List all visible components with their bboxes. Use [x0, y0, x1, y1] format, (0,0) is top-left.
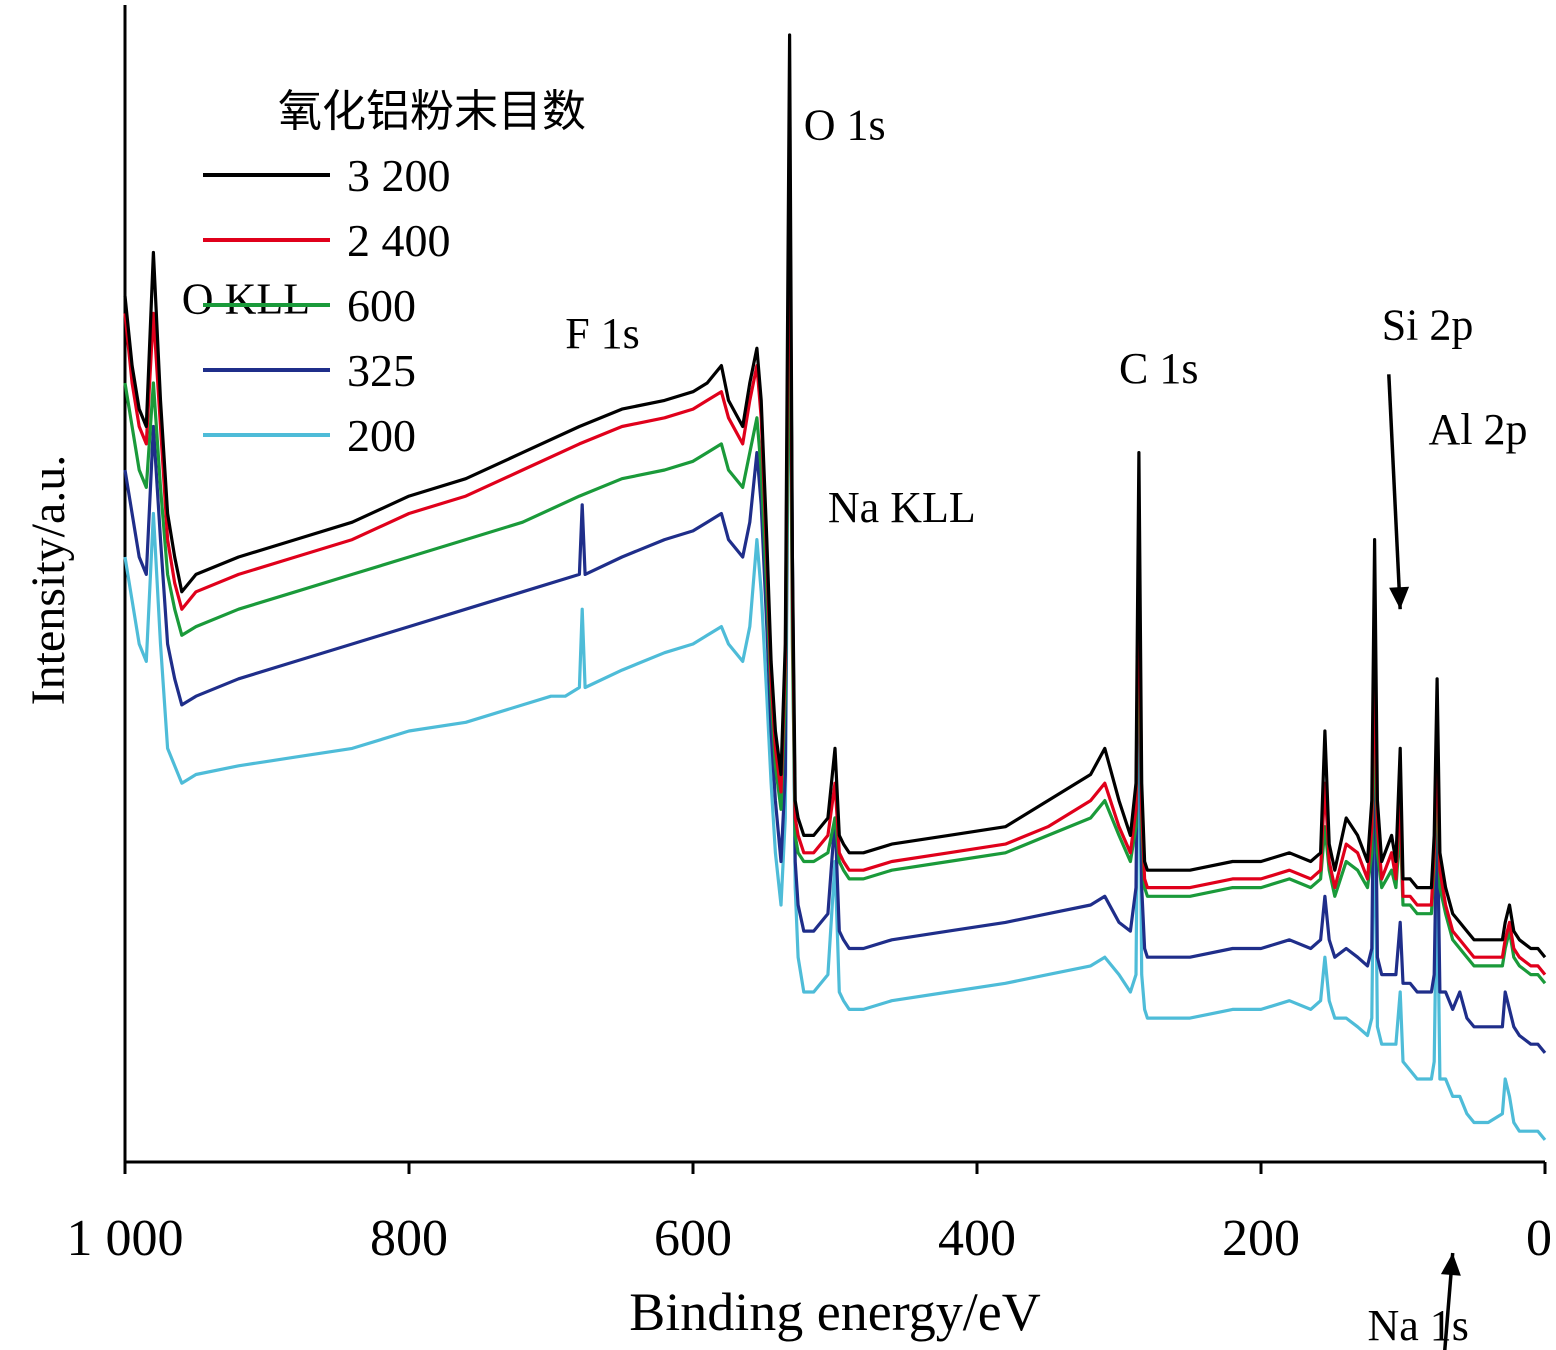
chart-axes: 1 000 800 600 400 200 0 — [67, 5, 1552, 1267]
x-tick-label: 800 — [370, 1210, 448, 1267]
legend-label: 325 — [347, 345, 416, 396]
series-layer — [123, 33, 1547, 1141]
series-line-325 — [123, 163, 1547, 1054]
legend-label: 2 400 — [347, 215, 451, 266]
annotation-layer: O 1s O KLL F 1s Na KLL C 1s Si 2p Al 2p Na 1s — [182, 100, 1528, 1350]
x-tick-label: 400 — [938, 1210, 1016, 1267]
series-line-3200 — [123, 33, 1547, 959]
peak-label: C 1s — [1119, 344, 1198, 393]
x-tick-label: 200 — [1222, 1210, 1300, 1267]
peak-label: Na KLL — [828, 483, 976, 532]
peak-label: O KLL — [182, 274, 310, 323]
peak-label: O 1s — [804, 100, 886, 149]
arrow-head — [1389, 586, 1410, 610]
x-tick-label: 1 000 — [67, 1210, 184, 1267]
series-line-200 — [123, 207, 1547, 1141]
legend-label: 3 200 — [347, 150, 451, 201]
peak-label: Na 1s — [1368, 1301, 1469, 1350]
x-tick-label: 0 — [1526, 1210, 1552, 1267]
legend: 氧化铝粉末目数 3 200 2 400 600 325 200 — [203, 86, 586, 461]
annotation-arrow — [1387, 374, 1402, 610]
legend-label: 600 — [347, 280, 416, 331]
peak-label: F 1s — [565, 309, 640, 358]
x-axis-label: Binding energy/eV — [629, 1282, 1040, 1342]
y-axis-label: Intensity/a.u. — [22, 455, 75, 706]
legend-label: 200 — [347, 410, 416, 461]
legend-title: 氧化铝粉末目数 — [278, 86, 586, 137]
x-tick-label: 600 — [654, 1210, 732, 1267]
arrow-head — [1440, 1253, 1461, 1276]
peak-label: Al 2p — [1429, 405, 1528, 454]
peak-label: Si 2p — [1382, 301, 1474, 350]
